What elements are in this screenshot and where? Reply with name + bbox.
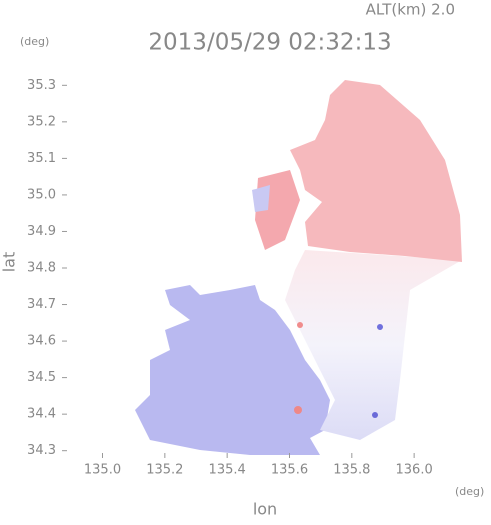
- speck: [372, 412, 378, 418]
- y-tick-label: 34.7: [27, 297, 56, 312]
- x-tick-label: 135.0: [84, 463, 121, 478]
- x-tick-label: 135.6: [271, 463, 308, 478]
- y-tick-label: 34.9: [27, 224, 56, 239]
- radar-field: [135, 80, 462, 455]
- y-tick-label: 34.6: [27, 334, 56, 349]
- y-tick-label: 34.8: [27, 261, 56, 276]
- y-tick-label: 35.1: [27, 151, 56, 166]
- x-unit: (deg): [455, 485, 484, 498]
- y-unit: (deg): [20, 35, 49, 48]
- y-tick-label: 35.0: [27, 187, 56, 202]
- pink-region: [290, 80, 462, 262]
- chart-title: 2013/05/29 02:32:13: [148, 30, 391, 56]
- transition-region: [285, 250, 462, 440]
- x-tick-label: 135.4: [209, 463, 246, 478]
- x-label: lon: [253, 500, 277, 519]
- subtitle: ALT(km) 2.0: [366, 1, 455, 19]
- blue-specks: [252, 185, 270, 212]
- y-label: lat: [0, 252, 19, 273]
- y-tick-label: 34.4: [27, 407, 56, 422]
- speck: [297, 322, 303, 328]
- x-tick-label: 135.2: [146, 463, 183, 478]
- y-tick-label: 35.3: [27, 78, 56, 93]
- x-tick-label: 135.8: [333, 463, 370, 478]
- y-tick-label: 35.2: [27, 114, 56, 129]
- speck: [294, 406, 302, 414]
- blue-region: [135, 285, 330, 455]
- y-tick-label: 34.3: [27, 443, 56, 458]
- y-tick-label: 34.5: [27, 370, 56, 385]
- x-tick-label: 136.0: [396, 463, 433, 478]
- speck: [377, 324, 383, 330]
